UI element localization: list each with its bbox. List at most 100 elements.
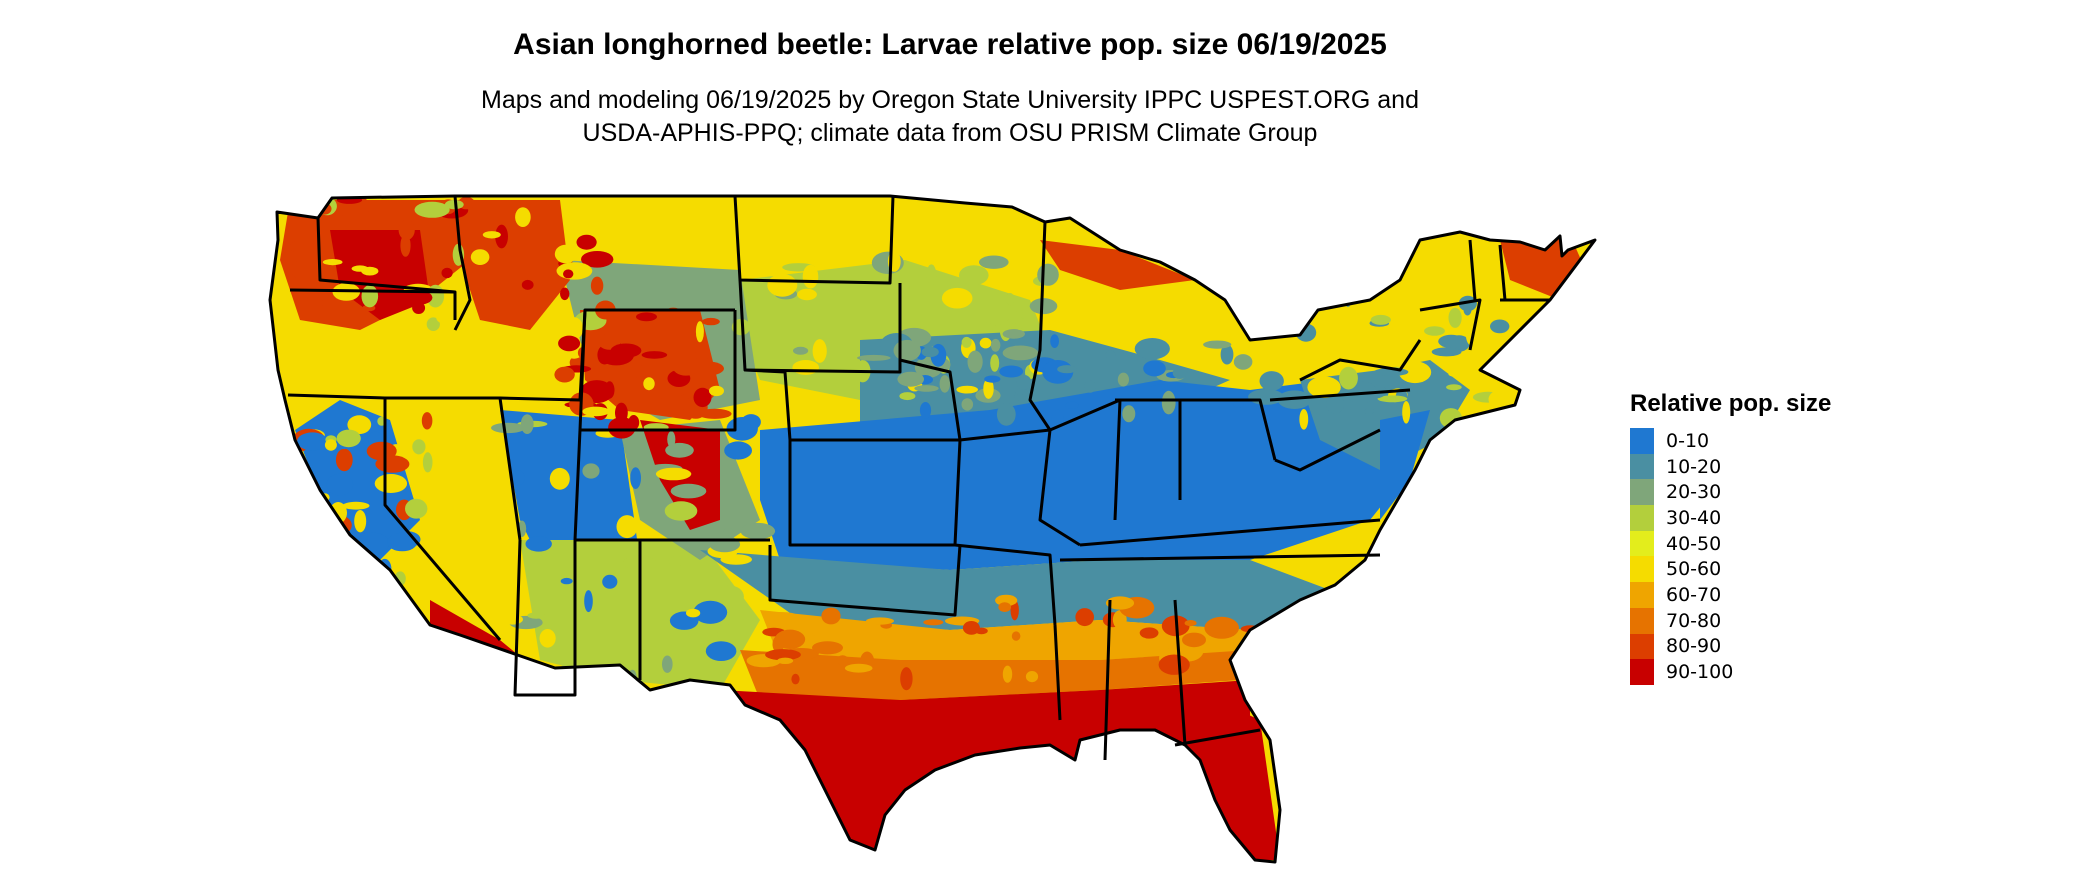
legend-item: 10-20	[1630, 453, 1831, 480]
map-mottle	[672, 355, 700, 376]
map-mottle	[387, 532, 418, 552]
state-border	[738, 279, 902, 374]
map-mottle	[347, 415, 372, 435]
map-mottle	[990, 354, 1000, 372]
legend-item: 60-70	[1630, 582, 1831, 608]
map-mottle	[899, 392, 916, 401]
map-mottle	[527, 612, 546, 619]
map-zone	[1215, 700, 1280, 860]
map-mottle	[959, 265, 989, 286]
map-mottle	[695, 321, 704, 343]
map-mottle	[1446, 384, 1462, 391]
map-mottle	[1184, 620, 1197, 627]
map-mottle	[554, 366, 575, 383]
map-mottle	[495, 224, 508, 249]
map-title: Asian longhorned beetle: Larvae relative…	[513, 28, 1387, 61]
map-mottle	[1448, 307, 1462, 328]
map-mottle	[734, 257, 770, 273]
map-mottle	[1248, 389, 1284, 405]
map-mottle	[470, 249, 490, 265]
map-mottle	[1158, 654, 1190, 675]
map-mottle	[723, 527, 734, 536]
map-mottle	[1016, 374, 1032, 390]
map-mottle	[765, 612, 797, 619]
map-mottle	[998, 602, 1011, 612]
map-mottle	[802, 632, 815, 641]
map-mottle	[441, 267, 453, 279]
map-mottle	[893, 339, 921, 362]
map-subtitle: Maps and modeling 06/19/2025 by Oregon S…	[0, 84, 1900, 150]
legend-label: 50-60	[1666, 558, 1722, 581]
map-mottle	[285, 504, 317, 529]
map-mottle	[812, 641, 843, 655]
map-mottle	[1161, 390, 1176, 415]
state-border	[578, 309, 737, 432]
map-mottle	[615, 402, 628, 423]
map-mottle	[926, 264, 937, 286]
map-mottle	[1029, 298, 1058, 315]
state-border	[1180, 398, 1277, 461]
map-mottle	[616, 515, 638, 539]
legend-item: 40-50	[1630, 530, 1831, 557]
map-mottle	[643, 377, 655, 391]
map-mottle	[1448, 371, 1482, 378]
map-mottle	[897, 371, 924, 387]
national-border	[268, 194, 1597, 864]
map-mottle	[961, 336, 972, 348]
state-border	[289, 288, 457, 320]
map-mottle	[1307, 376, 1341, 399]
map-mottle	[584, 590, 593, 613]
map-mottle	[996, 403, 1016, 426]
map-mottle	[697, 408, 732, 419]
map-mottle	[939, 375, 950, 393]
legend-swatch	[1630, 582, 1654, 608]
legend-label: 0-10	[1666, 429, 1710, 452]
map-mottle	[372, 297, 399, 306]
map-mottle	[1117, 372, 1129, 387]
map-mottle	[857, 354, 891, 361]
map-mottle	[1490, 319, 1510, 334]
map-mottle	[693, 600, 728, 624]
map-mottle	[1233, 401, 1244, 408]
map-mottle	[563, 269, 574, 279]
map-mottle	[306, 517, 323, 538]
map-mottle	[602, 574, 618, 589]
map-mottle	[777, 657, 794, 664]
map-mottle	[1050, 334, 1059, 348]
legend-swatch	[1630, 556, 1654, 583]
map-mottle	[802, 264, 819, 289]
map-mottle	[414, 201, 450, 218]
map-mottle	[670, 483, 707, 499]
map-mottle	[1318, 321, 1340, 330]
map-mottle	[289, 239, 315, 254]
map-mottle	[582, 463, 600, 479]
legend-label: 90-100	[1666, 661, 1734, 684]
map-mottle	[741, 414, 761, 430]
map-mottle	[1265, 647, 1276, 654]
map-mottle	[1105, 596, 1135, 610]
map-mottle	[1084, 380, 1096, 393]
legend-swatch	[1630, 505, 1654, 531]
map-mottle	[740, 522, 776, 540]
map-mottle	[999, 365, 1024, 378]
map-mottle	[512, 470, 525, 486]
map-mottle	[995, 594, 1018, 607]
map-mottle	[342, 501, 370, 510]
map-zone	[700, 680, 1250, 862]
map-mottle	[375, 455, 410, 473]
map-zone	[1380, 410, 1430, 520]
map-mottle	[668, 556, 684, 567]
map-mottle	[694, 349, 710, 360]
map-mottle	[501, 614, 523, 625]
legend-item: 70-80	[1630, 607, 1831, 634]
map-mottle	[1299, 409, 1309, 430]
map-mottle	[560, 577, 573, 585]
map-mottle	[520, 414, 534, 434]
legend-swatch	[1630, 479, 1654, 506]
map-mottle	[361, 285, 379, 308]
map-mottle	[336, 429, 361, 448]
map-mottle	[919, 402, 932, 419]
map-mottle	[812, 339, 827, 363]
legend-label: 30-40	[1666, 506, 1722, 529]
